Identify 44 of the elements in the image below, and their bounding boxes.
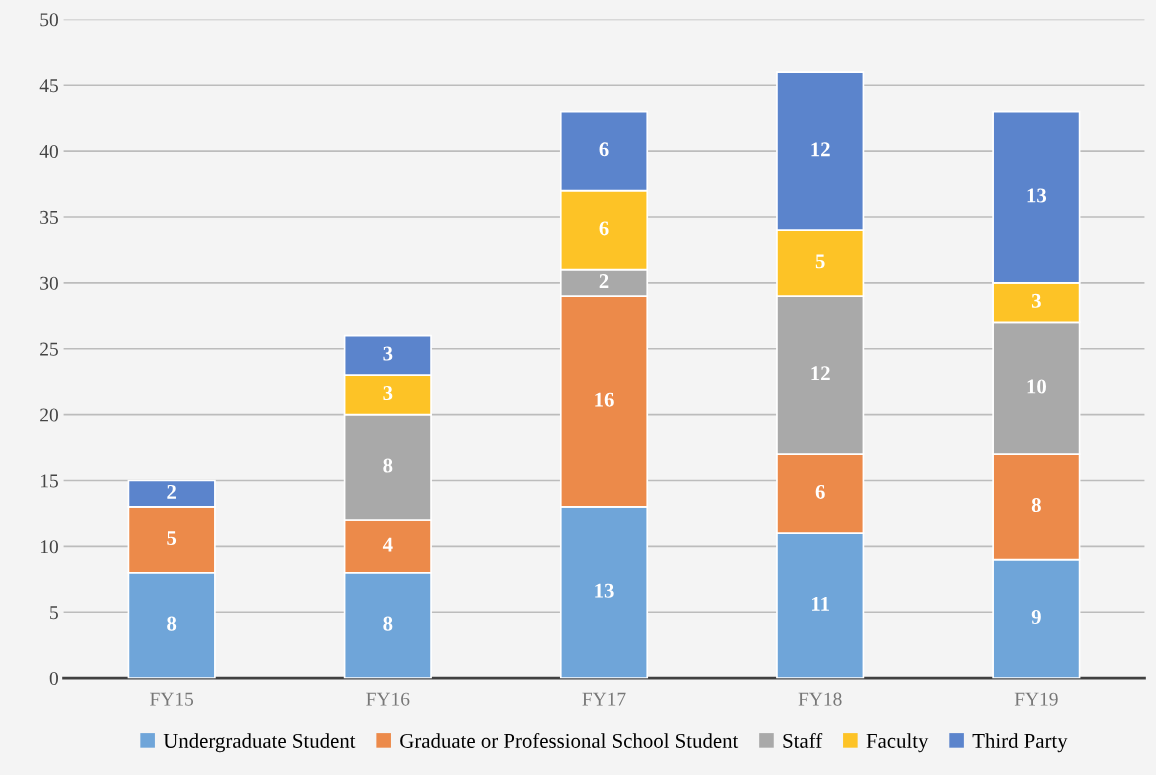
data-label: 8	[383, 458, 393, 473]
x-tick-label: FY19	[1014, 692, 1058, 706]
data-label: 2	[167, 484, 176, 499]
data-label: 8	[167, 616, 177, 631]
y-tick-label: 10	[40, 540, 58, 554]
data-label: 16	[595, 392, 614, 407]
legend-label: Faculty	[866, 733, 929, 753]
y-tick-label: 30	[40, 276, 58, 290]
x-tick-label: FY16	[366, 692, 410, 706]
y-tick-label: 15	[40, 474, 58, 488]
data-label: 3	[383, 346, 393, 361]
y-tick-label: 50	[40, 13, 58, 27]
data-label: 8	[1031, 498, 1041, 513]
data-label: 3	[1031, 293, 1041, 308]
y-tick-label: 0	[49, 671, 58, 686]
data-label: 4	[382, 537, 393, 552]
data-label: 12	[811, 142, 830, 157]
data-label: 13	[595, 583, 614, 598]
data-label: 3	[383, 386, 393, 401]
data-label: 6	[599, 221, 609, 236]
y-tick-label: 45	[39, 79, 58, 93]
data-label: 12	[811, 366, 830, 381]
x-tick-label: FY15	[150, 692, 194, 706]
data-label: 6	[599, 142, 609, 157]
y-tick-label: 5	[50, 606, 58, 620]
data-label: 8	[383, 616, 393, 631]
data-label: 5	[167, 531, 177, 545]
data-label: 2	[599, 274, 609, 288]
data-label: 10	[1027, 379, 1046, 394]
x-tick-label: FY17	[582, 692, 626, 706]
legend-label: Undergraduate Student	[163, 733, 356, 753]
legend-label: Third Party	[972, 733, 1068, 753]
y-tick-label: 35	[40, 210, 58, 224]
legend-label: Staff	[783, 733, 823, 748]
data-label: 6	[815, 484, 825, 499]
data-label: 13	[1027, 188, 1047, 203]
x-tick-label: FY18	[798, 692, 842, 706]
legend-label: Graduate or Professional School Student	[400, 733, 739, 748]
data-label: 5	[815, 254, 825, 269]
y-tick-label: 40	[39, 144, 58, 159]
y-tick-label: 25	[40, 342, 58, 356]
data-label: 11	[812, 596, 829, 611]
y-tick-label: 20	[40, 408, 58, 422]
data-label: 9	[1031, 610, 1041, 625]
